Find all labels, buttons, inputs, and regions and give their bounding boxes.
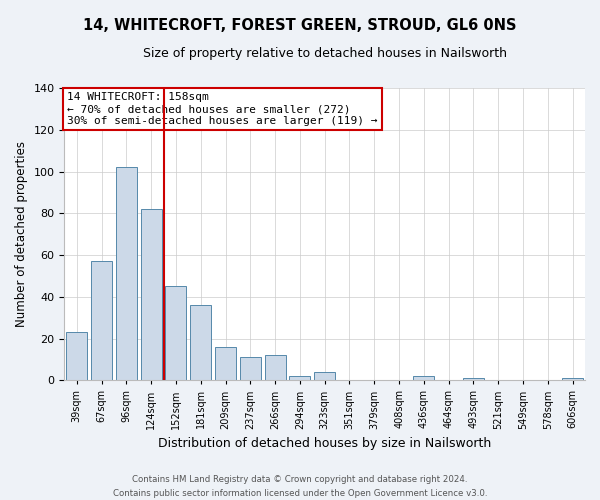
Bar bbox=[265, 355, 286, 380]
Bar bbox=[289, 376, 310, 380]
Bar bbox=[314, 372, 335, 380]
Y-axis label: Number of detached properties: Number of detached properties bbox=[15, 141, 28, 327]
Text: 14, WHITECROFT, FOREST GREEN, STROUD, GL6 0NS: 14, WHITECROFT, FOREST GREEN, STROUD, GL… bbox=[83, 18, 517, 32]
X-axis label: Distribution of detached houses by size in Nailsworth: Distribution of detached houses by size … bbox=[158, 437, 491, 450]
Bar bbox=[140, 209, 162, 380]
Bar bbox=[240, 358, 261, 380]
Bar bbox=[562, 378, 583, 380]
Bar bbox=[116, 168, 137, 380]
Bar bbox=[463, 378, 484, 380]
Text: Contains HM Land Registry data © Crown copyright and database right 2024.
Contai: Contains HM Land Registry data © Crown c… bbox=[113, 476, 487, 498]
Bar bbox=[66, 332, 88, 380]
Bar bbox=[166, 286, 187, 380]
Bar bbox=[215, 347, 236, 380]
Text: 14 WHITECROFT: 158sqm
← 70% of detached houses are smaller (272)
30% of semi-det: 14 WHITECROFT: 158sqm ← 70% of detached … bbox=[67, 92, 377, 126]
Bar bbox=[413, 376, 434, 380]
Bar bbox=[91, 262, 112, 380]
Title: Size of property relative to detached houses in Nailsworth: Size of property relative to detached ho… bbox=[143, 48, 507, 60]
Bar bbox=[190, 305, 211, 380]
